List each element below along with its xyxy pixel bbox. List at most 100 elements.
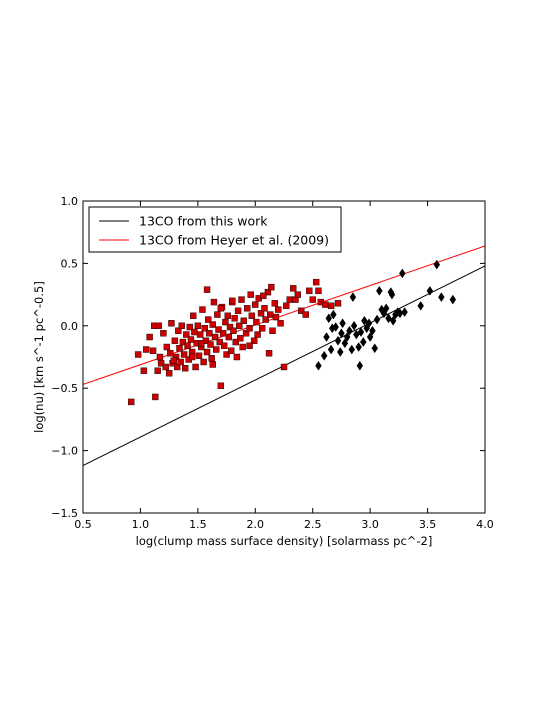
point-square-65 (225, 333, 233, 341)
point-square-15 (167, 350, 174, 357)
point-square-77 (239, 343, 246, 351)
point-diamond-17 (350, 320, 358, 331)
point-diamond-9 (337, 347, 344, 357)
point-square-95 (267, 311, 274, 318)
point-square-20 (173, 363, 181, 371)
point-diamond-2 (323, 332, 330, 342)
point-square-22 (176, 345, 183, 352)
point-diamond-10 (338, 328, 345, 339)
point-square-74 (236, 322, 243, 329)
point-diamond-27 (369, 325, 376, 336)
point-diamond-33 (382, 303, 390, 314)
point-square-23 (177, 358, 184, 366)
legend-entry-heyer: 13CO from Heyer et al. (2009) (139, 233, 329, 248)
point-square-9 (156, 353, 164, 361)
point-square-105 (289, 285, 297, 292)
point-square-110 (306, 287, 313, 295)
point-square-28 (183, 331, 190, 338)
point-diamond-43 (426, 285, 434, 296)
point-square-40 (196, 331, 204, 338)
x-tick-label-1: 1.0 (132, 518, 150, 531)
point-square-49 (207, 341, 214, 348)
point-square-46 (203, 348, 211, 356)
point-diamond-26 (366, 332, 374, 342)
point-square-81 (246, 325, 253, 332)
point-square-69 (230, 327, 237, 334)
point-square-16 (168, 320, 175, 327)
point-square-26 (180, 351, 188, 358)
point-square-111 (309, 296, 316, 303)
point-diamond-13 (343, 332, 351, 342)
point-square-112 (312, 278, 320, 286)
point-square-122 (246, 342, 253, 349)
point-square-4 (146, 333, 153, 341)
point-diamond-44 (433, 259, 441, 270)
fit-line-1 (83, 245, 485, 385)
point-square-38 (194, 322, 202, 329)
point-square-83 (248, 312, 256, 320)
point-square-104 (286, 296, 293, 303)
point-square-96 (268, 283, 275, 291)
point-square-84 (250, 337, 258, 344)
point-square-12 (162, 363, 169, 371)
point-square-52 (210, 298, 218, 306)
point-diamond-14 (346, 325, 353, 336)
point-square-3 (142, 346, 150, 353)
point-square-80 (244, 305, 251, 312)
point-square-58 (217, 382, 225, 389)
point-square-18 (171, 337, 179, 344)
point-square-39 (195, 352, 203, 359)
point-square-66 (226, 323, 234, 331)
point-diamond-8 (334, 335, 342, 346)
point-square-116 (327, 302, 335, 310)
point-square-86 (253, 318, 260, 326)
point-square-108 (298, 307, 305, 315)
point-square-120 (198, 340, 205, 347)
x-tick-label-5: 3.0 (361, 518, 379, 531)
point-diamond-1 (320, 350, 328, 361)
point-square-56 (215, 326, 222, 333)
fit-lines (83, 245, 485, 467)
point-square-61 (221, 342, 228, 349)
x-tick-label-2: 1.5 (189, 518, 207, 531)
point-square-54 (213, 346, 220, 353)
point-square-8 (154, 367, 161, 374)
point-square-0 (128, 398, 135, 406)
point-square-10 (157, 360, 165, 367)
point-square-89 (257, 310, 265, 317)
point-diamond-19 (355, 342, 362, 352)
point-square-31 (186, 323, 194, 331)
point-diamond-42 (417, 300, 424, 311)
point-diamond-0 (315, 360, 322, 371)
point-diamond-36 (389, 315, 397, 326)
point-square-14 (165, 370, 173, 377)
point-square-7 (152, 393, 159, 401)
point-square-78 (240, 317, 248, 325)
point-square-64 (224, 312, 231, 320)
point-diamond-47 (388, 289, 396, 300)
point-square-21 (175, 327, 182, 334)
point-square-43 (200, 358, 207, 366)
point-square-75 (237, 335, 244, 342)
point-square-124 (203, 286, 211, 293)
point-square-121 (217, 305, 225, 312)
point-square-79 (242, 330, 250, 337)
point-square-2 (140, 367, 148, 374)
point-square-47 (204, 316, 212, 323)
point-square-98 (271, 300, 279, 307)
point-diamond-3 (325, 313, 333, 324)
point-square-50 (208, 355, 215, 362)
legend-entry-this-work: 13CO from this work (139, 214, 268, 229)
axis-ticks: 0.5 1.0 1.5 2.0 2.5 3.0 3.5 4.0 1.0 0.5 0.0 −0.5 −1.… (51, 195, 493, 531)
point-square-117 (334, 300, 342, 307)
point-square-109 (302, 311, 310, 318)
point-square-1 (134, 351, 142, 358)
point-square-90 (258, 325, 266, 332)
point-diamond-7 (332, 322, 339, 332)
point-square-102 (280, 363, 288, 371)
point-square-11 (160, 330, 167, 337)
point-square-55 (214, 311, 221, 318)
point-diamond-46 (449, 294, 457, 305)
point-square-5 (149, 347, 157, 354)
plot-frame (82, 200, 486, 514)
